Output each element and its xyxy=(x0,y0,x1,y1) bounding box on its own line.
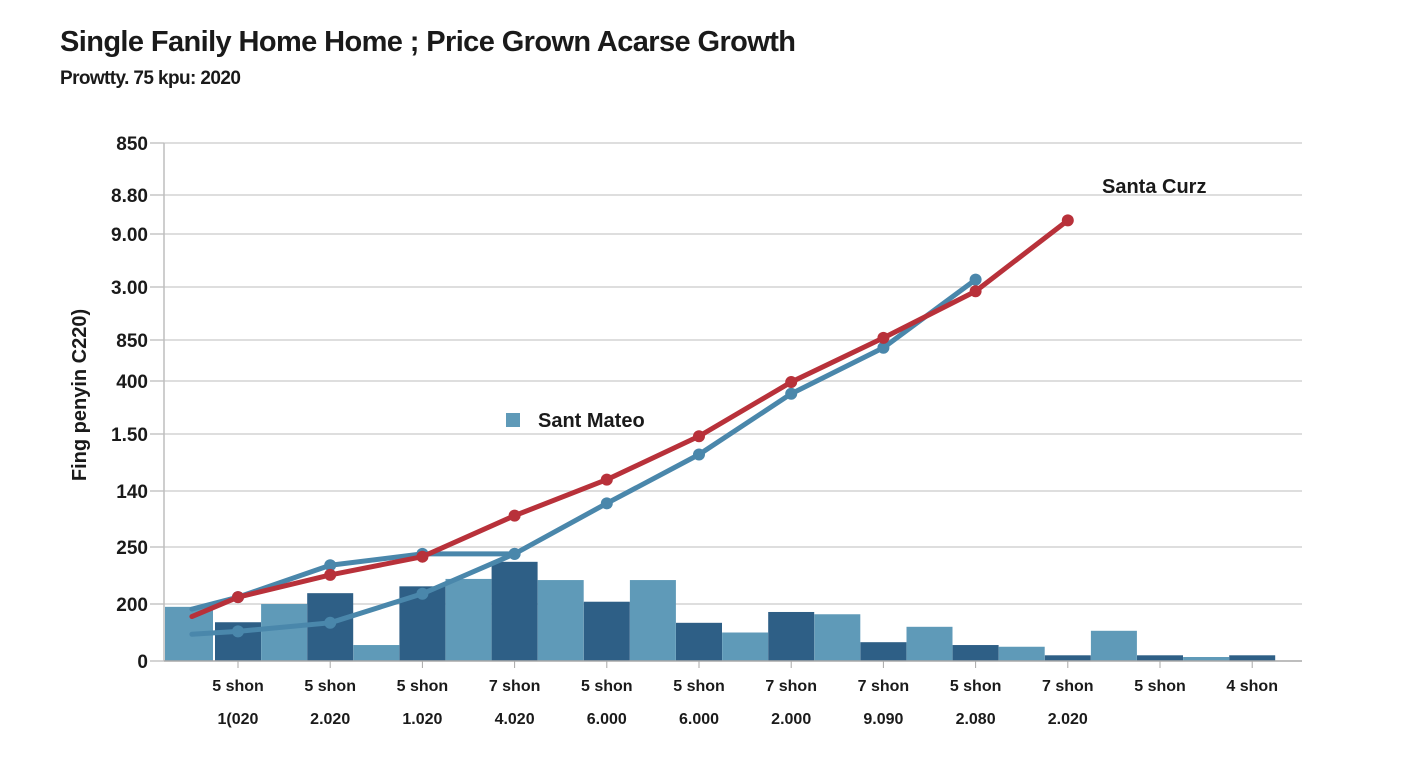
bar-light xyxy=(998,646,1045,661)
data-point-sant-mateo-lower xyxy=(693,448,705,461)
x-tick-label: 5 shon xyxy=(950,678,1002,695)
bar-dark xyxy=(676,622,722,661)
data-point-sant-mateo-lower xyxy=(785,387,798,400)
bar-light xyxy=(261,604,308,661)
data-point-santa-curz xyxy=(969,285,982,298)
x-tick-label: 7 shon xyxy=(765,678,817,695)
data-point-santa-curz xyxy=(232,591,244,604)
legend: Sant Mateo xyxy=(506,410,645,432)
bar-dark xyxy=(1137,655,1183,661)
chart-title: Single Fanily Home Home ; Price Grown Ac… xyxy=(60,26,796,58)
y-tick-label: 3.00 xyxy=(111,278,148,299)
x-tick-label: 5 shon xyxy=(673,678,725,695)
data-point-santa-curz xyxy=(324,568,337,581)
bar-dark xyxy=(768,611,815,661)
data-point-sant-mateo-lower xyxy=(324,616,337,629)
bar-light xyxy=(814,614,861,661)
bar-light xyxy=(906,626,953,661)
bar-light xyxy=(722,632,769,661)
data-point-sant-mateo-lower xyxy=(877,341,890,354)
bar-dark xyxy=(860,642,907,661)
data-point-santa-curz xyxy=(693,430,705,443)
data-point-santa-curz xyxy=(785,376,798,389)
bar-dark xyxy=(583,601,630,661)
x-tick-sublabel: 2.020 xyxy=(310,711,350,728)
y-axis-label: Fing penyin C220) xyxy=(69,309,91,481)
data-point-santa-curz xyxy=(416,550,429,563)
y-tick-label: 140 xyxy=(116,482,148,503)
legend-label-sant-mateo: Sant Mateo xyxy=(538,410,645,432)
x-tick-label: 5 shon xyxy=(1134,678,1186,695)
x-tick-sublabel: 1(020 xyxy=(218,711,259,728)
data-point-sant-mateo-lower xyxy=(508,547,521,560)
data-point-santa-curz xyxy=(508,509,521,522)
y-axis-ticks: 0 200 250 140 1.50 400 850 3.00 9.00 8.80 850 xyxy=(111,134,164,673)
y-tick-label: 400 xyxy=(116,372,148,393)
x-tick-sublabel: 2.080 xyxy=(956,711,996,728)
bar-dark xyxy=(1229,655,1276,661)
data-point-santa-curz xyxy=(877,331,890,344)
data-point-santa-curz xyxy=(1061,214,1074,227)
chart-subtitle: Prowtty. 75 kpu: 2020 xyxy=(60,68,241,89)
annotation-santa-curz: Santa Curz xyxy=(1102,176,1206,198)
x-tick-label: 5 shon xyxy=(397,678,449,695)
bar-light xyxy=(537,580,584,661)
x-tick-label: 5 shon xyxy=(304,678,356,695)
data-point-sant-mateo xyxy=(324,559,337,572)
y-tick-label: 850 xyxy=(116,134,148,155)
x-tick-sublabel: 6.000 xyxy=(679,711,719,728)
gridlines xyxy=(164,142,1302,605)
x-tick-sublabel: 9.090 xyxy=(863,711,903,728)
y-tick-label: 850 xyxy=(116,331,148,352)
x-tick-sublabel: 6.000 xyxy=(587,711,627,728)
y-tick-label: 200 xyxy=(116,595,148,616)
data-point-santa-curz xyxy=(600,473,613,486)
x-tick-sublabel: 2.000 xyxy=(771,711,811,728)
data-point-sant-mateo-lower xyxy=(600,497,613,510)
x-tick-label: 7 shon xyxy=(489,678,541,695)
y-tick-label: 9.00 xyxy=(111,225,148,246)
bar-dark xyxy=(952,645,999,661)
legend-swatch-sant-mateo xyxy=(506,413,520,427)
data-point-sant-mateo-lower xyxy=(416,587,429,600)
x-tick-label: 5 shon xyxy=(581,678,633,695)
x-axis-ticks: 5 shon 1(020 5 shon 2.020 5 shon 1.020 7 shon 4… xyxy=(212,661,1278,728)
y-tick-label: 250 xyxy=(116,538,148,559)
bar-light xyxy=(1183,657,1230,661)
y-tick-label: 1.50 xyxy=(111,425,148,446)
x-tick-sublabel: 1.020 xyxy=(402,711,442,728)
bar-light xyxy=(353,645,400,661)
bar-dark xyxy=(491,561,538,661)
axes xyxy=(163,143,1302,662)
data-point-sant-mateo-lower xyxy=(232,625,244,638)
y-tick-label: 0 xyxy=(137,652,148,673)
bar-dark xyxy=(1044,655,1091,661)
series-lines xyxy=(189,214,1074,638)
x-tick-label: 7 shon xyxy=(1042,678,1094,695)
x-tick-label: 4 shon xyxy=(1226,678,1278,695)
bar-light xyxy=(445,578,492,661)
data-point-sant-mateo-lower xyxy=(969,273,982,286)
bar-light xyxy=(1090,630,1137,661)
x-tick-sublabel: 4.020 xyxy=(495,711,535,728)
x-tick-label: 5 shon xyxy=(212,678,264,695)
series-line-sant-mateo-lower xyxy=(189,277,979,637)
x-tick-label: 7 shon xyxy=(858,678,910,695)
bars xyxy=(165,561,1276,661)
x-tick-sublabel: 2.020 xyxy=(1048,711,1088,728)
y-tick-label: 8.80 xyxy=(111,186,148,207)
bar-light xyxy=(629,580,676,661)
